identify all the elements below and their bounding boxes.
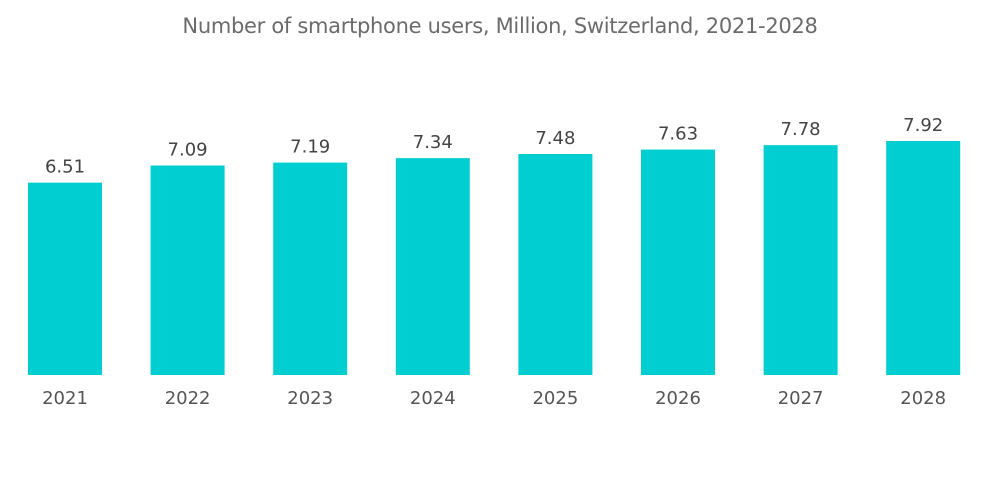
x-tick-2021: 2021 (42, 388, 88, 409)
value-label-2022: 7.09 (168, 140, 208, 161)
bar-2025 (518, 154, 593, 375)
value-label-2021: 6.51 (45, 157, 85, 178)
x-tick-2026: 2026 (655, 388, 701, 409)
bar-2024 (395, 158, 470, 375)
value-label-2024: 7.34 (413, 132, 453, 153)
value-labels-group: 6.51 7.09 7.19 7.34 7.48 7.63 7.78 7.92 (45, 115, 943, 178)
x-axis-ticks-group: 2021 2022 2023 2024 2025 2026 2027 2028 (42, 388, 946, 409)
value-label-2025: 7.48 (535, 128, 575, 149)
bar-2026 (641, 149, 715, 375)
x-tick-2024: 2024 (410, 388, 456, 409)
value-label-2027: 7.78 (781, 119, 821, 140)
bar-2028 (886, 141, 961, 375)
x-tick-2027: 2027 (778, 388, 824, 409)
x-tick-2028: 2028 (900, 388, 946, 409)
bar-2022 (150, 165, 225, 375)
x-tick-2023: 2023 (287, 388, 333, 409)
x-tick-2022: 2022 (165, 388, 211, 409)
bar-2023 (273, 162, 348, 375)
x-tick-2025: 2025 (532, 388, 578, 409)
value-label-2023: 7.19 (290, 137, 330, 158)
bars-group (28, 141, 961, 375)
chart-title: Number of smartphone users, Million, Swi… (182, 14, 818, 38)
value-label-2028: 7.92 (903, 115, 943, 136)
value-label-2026: 7.63 (658, 124, 698, 145)
bar-2021 (28, 182, 102, 375)
bar-2027 (763, 145, 838, 375)
